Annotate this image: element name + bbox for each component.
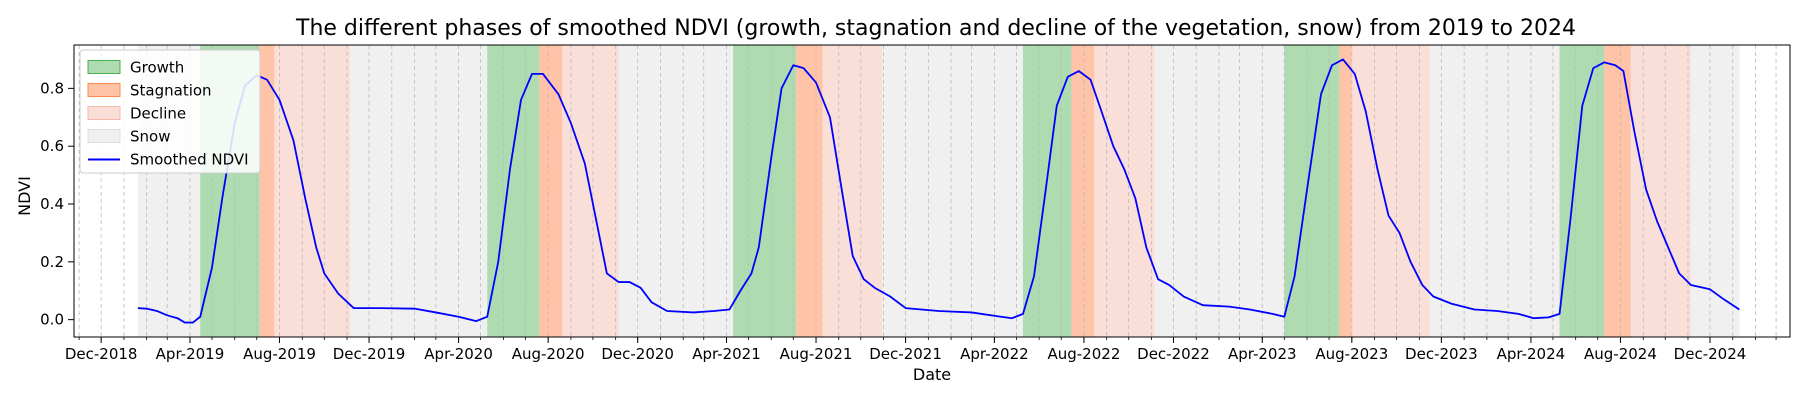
- phase-band-decline: [1351, 45, 1430, 337]
- legend-box: [79, 49, 261, 174]
- ndvi-line-layer: [137, 58, 1740, 324]
- y-tick-label: 0.0: [40, 311, 64, 329]
- x-tick-label: Aug-2021: [780, 345, 853, 363]
- x-tick-label: Dec-2020: [601, 345, 674, 363]
- legend-label: Decline: [130, 105, 186, 123]
- y-axis-label: NDVI: [15, 176, 34, 216]
- legend-label: Smoothed NDVI: [130, 151, 249, 169]
- y-tick-label: 0.4: [40, 195, 64, 213]
- y-tick-label: 0.6: [40, 137, 64, 155]
- phase-band-decline: [822, 45, 883, 337]
- x-tick-label: Aug-2022: [1047, 345, 1120, 363]
- x-tick-label: Aug-2023: [1315, 345, 1388, 363]
- x-axis-ticks: Dec-2018 Apr-2019 Aug-2019 Dec-2019 Apr-2020…: [65, 337, 1777, 363]
- x-tick-label: Dec-2021: [869, 345, 942, 363]
- y-tick-label: 0.8: [40, 79, 64, 97]
- legend-swatch-stagnation: [87, 83, 121, 97]
- phase-band-growth: [487, 45, 540, 337]
- phase-band-growth: [1023, 45, 1072, 337]
- x-tick-label: Dec-2019: [333, 345, 406, 363]
- legend-label: Growth: [130, 59, 184, 77]
- x-tick-label: Dec-2024: [1674, 345, 1747, 363]
- phase-band-stagnation: [539, 45, 563, 337]
- legend-swatch-growth: [87, 60, 121, 74]
- x-tick-label: Dec-2022: [1137, 345, 1210, 363]
- phase-band-decline: [274, 45, 350, 337]
- phase-band-snow: [882, 45, 1024, 337]
- x-axis-label: Date: [913, 365, 951, 384]
- phase-band-stagnation: [1071, 45, 1095, 337]
- y-axis-ticks: 0.0 0.2 0.4 0.6 0.8: [40, 79, 74, 329]
- x-tick-label: Apr-2020: [424, 345, 493, 363]
- legend-label: Snow: [130, 128, 170, 146]
- legend: Growth Stagnation Decline Snow Smoothed NDVI: [79, 49, 261, 174]
- x-tick-label: Dec-2023: [1405, 345, 1478, 363]
- legend-swatch-snow: [87, 129, 121, 143]
- x-tick-label: Aug-2019: [243, 345, 316, 363]
- y-tick-label: 0.2: [40, 253, 64, 271]
- phase-band-growth: [1559, 45, 1605, 337]
- phase-band-snow: [349, 45, 488, 337]
- phase-band-growth: [1284, 45, 1340, 337]
- x-tick-label: Aug-2024: [1584, 345, 1657, 363]
- phase-band-stagnation: [259, 45, 275, 337]
- chart-title: The different phases of smoothed NDVI (g…: [295, 16, 1576, 41]
- x-tick-label: Apr-2021: [692, 345, 761, 363]
- x-tick-label: Aug-2020: [512, 345, 585, 363]
- phase-band-snow: [1429, 45, 1560, 337]
- ndvi-series-line: [137, 58, 1740, 324]
- phase-band-snow: [1154, 45, 1285, 337]
- x-tick-label: Apr-2022: [960, 345, 1029, 363]
- phase-band-stagnation: [1604, 45, 1631, 337]
- legend-label: Stagnation: [130, 82, 212, 100]
- phase-band-stagnation: [1339, 45, 1352, 337]
- x-tick-label: Apr-2019: [156, 345, 225, 363]
- x-tick-label: Apr-2024: [1497, 345, 1566, 363]
- phase-band-growth: [733, 45, 797, 337]
- phase-band-decline: [1630, 45, 1691, 337]
- plot-frame: [73, 44, 1791, 338]
- phase-band-snow: [1690, 45, 1740, 337]
- x-tick-label: Apr-2023: [1228, 345, 1297, 363]
- phase-bands: [137, 45, 1740, 337]
- phase-band-decline: [1094, 45, 1155, 337]
- legend-swatch-decline: [87, 106, 121, 120]
- phase-band-stagnation: [796, 45, 823, 337]
- x-tick-label: Dec-2018: [65, 345, 138, 363]
- phase-band-snow: [618, 45, 734, 337]
